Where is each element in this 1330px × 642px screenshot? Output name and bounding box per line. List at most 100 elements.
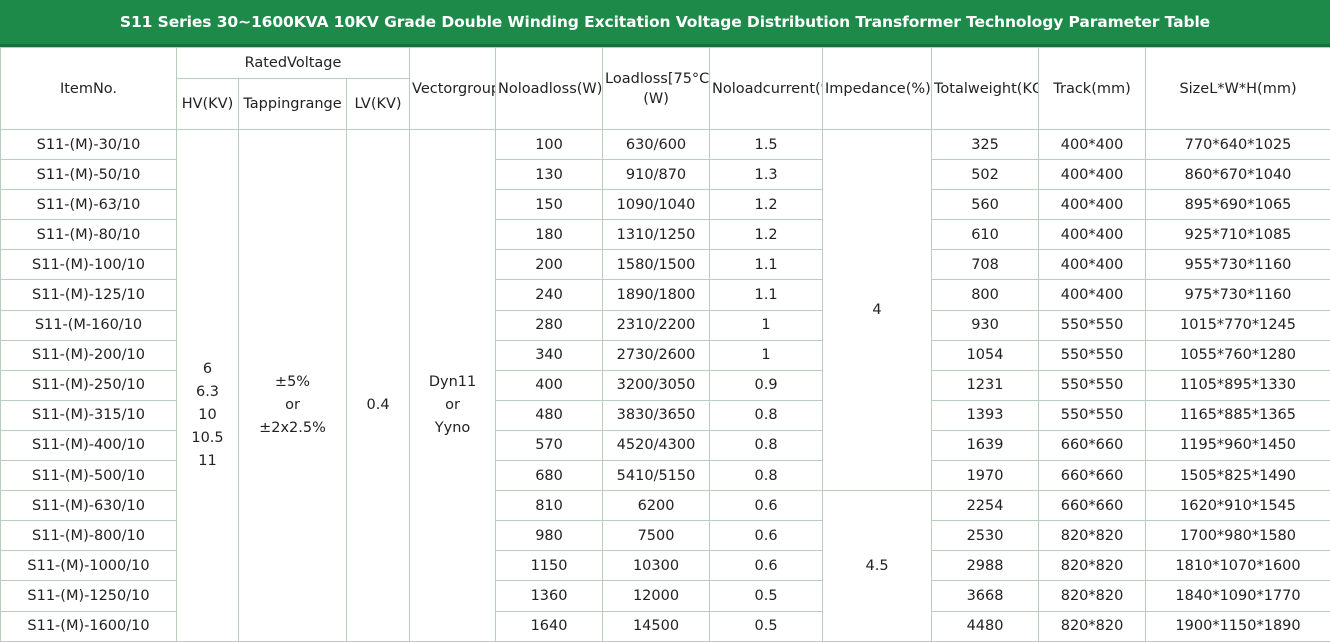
cell-noload-loss: 100 xyxy=(496,130,603,160)
cell-item-no: S11-(M)-630/10 xyxy=(1,491,177,521)
cell-total-weight: 800 xyxy=(932,280,1039,310)
cell-track: 660*660 xyxy=(1039,461,1146,491)
header-track: Track(mm) xyxy=(1039,48,1146,130)
cell-item-no: S11-(M)-315/10 xyxy=(1,400,177,430)
cell-noload-current: 0.5 xyxy=(710,581,823,611)
cell-size: 1700*980*1580 xyxy=(1146,521,1330,551)
hv-value: 10 xyxy=(177,404,238,427)
cell-size: 1620*910*1545 xyxy=(1146,491,1330,521)
cell-size: 860*670*1040 xyxy=(1146,160,1330,190)
cell-total-weight: 1231 xyxy=(932,370,1039,400)
parameter-table: ItemNo. RatedVoltage Vectorgroup Noloadl… xyxy=(0,47,1330,642)
cell-track: 400*400 xyxy=(1039,220,1146,250)
cell-track: 820*820 xyxy=(1039,581,1146,611)
cell-size: 1195*960*1450 xyxy=(1146,430,1330,460)
cell-noload-loss: 240 xyxy=(496,280,603,310)
cell-noload-current: 0.6 xyxy=(710,521,823,551)
cell-noload-loss: 340 xyxy=(496,340,603,370)
cell-item-no: S11-(M)-1250/10 xyxy=(1,581,177,611)
header-rated-voltage: RatedVoltage xyxy=(177,48,410,79)
cell-impedance-lower: 4.5 xyxy=(823,491,932,641)
cell-noload-loss: 130 xyxy=(496,160,603,190)
cell-size: 975*730*1160 xyxy=(1146,280,1330,310)
cell-item-no: S11-(M)-400/10 xyxy=(1,430,177,460)
cell-noload-loss: 1360 xyxy=(496,581,603,611)
cell-item-no: S11-(M)-250/10 xyxy=(1,370,177,400)
cell-item-no: S11-(M)-200/10 xyxy=(1,340,177,370)
cell-load-loss: 5410/5150 xyxy=(603,461,710,491)
cell-total-weight: 1970 xyxy=(932,461,1039,491)
cell-track: 820*820 xyxy=(1039,551,1146,581)
header-lv: LV(KV) xyxy=(347,79,410,130)
cell-noload-current: 0.9 xyxy=(710,370,823,400)
cell-item-no: S11-(M)-500/10 xyxy=(1,461,177,491)
cell-load-loss: 630/600 xyxy=(603,130,710,160)
cell-track: 660*660 xyxy=(1039,491,1146,521)
header-tapping-range: Tappingrange xyxy=(239,79,347,130)
cell-noload-current: 0.8 xyxy=(710,461,823,491)
cell-load-loss: 1890/1800 xyxy=(603,280,710,310)
cell-item-no: S11-(M)-50/10 xyxy=(1,160,177,190)
cell-size: 770*640*1025 xyxy=(1146,130,1330,160)
cell-track: 550*550 xyxy=(1039,340,1146,370)
cell-total-weight: 2254 xyxy=(932,491,1039,521)
cell-lv-value: 0.4 xyxy=(347,130,410,642)
cell-noload-current: 0.6 xyxy=(710,551,823,581)
cell-size: 1840*1090*1770 xyxy=(1146,581,1330,611)
cell-total-weight: 4480 xyxy=(932,611,1039,641)
tapping-value: ±2x2.5% xyxy=(239,417,346,440)
header-hv: HV(KV) xyxy=(177,79,239,130)
cell-item-no: S11-(M)-800/10 xyxy=(1,521,177,551)
cell-noload-loss: 810 xyxy=(496,491,603,521)
cell-total-weight: 610 xyxy=(932,220,1039,250)
cell-load-loss: 1090/1040 xyxy=(603,190,710,220)
cell-load-loss: 1310/1250 xyxy=(603,220,710,250)
cell-track: 400*400 xyxy=(1039,250,1146,280)
cell-noload-current: 1 xyxy=(710,340,823,370)
cell-track: 400*400 xyxy=(1039,130,1146,160)
cell-size: 1015*770*1245 xyxy=(1146,310,1330,340)
cell-noload-current: 1 xyxy=(710,310,823,340)
cell-noload-current: 1.1 xyxy=(710,280,823,310)
cell-track: 820*820 xyxy=(1039,611,1146,641)
cell-noload-loss: 150 xyxy=(496,190,603,220)
header-load-loss: Loadloss[75°C](W) xyxy=(603,48,710,130)
cell-total-weight: 1639 xyxy=(932,430,1039,460)
cell-noload-loss: 1640 xyxy=(496,611,603,641)
cell-load-loss: 4520/4300 xyxy=(603,430,710,460)
vector-value: or xyxy=(410,394,495,417)
cell-noload-loss: 200 xyxy=(496,250,603,280)
cell-track: 550*550 xyxy=(1039,370,1146,400)
cell-item-no: S11-(M)-1600/10 xyxy=(1,611,177,641)
cell-total-weight: 560 xyxy=(932,190,1039,220)
cell-noload-current: 0.5 xyxy=(710,611,823,641)
cell-noload-loss: 480 xyxy=(496,400,603,430)
cell-noload-loss: 280 xyxy=(496,310,603,340)
cell-total-weight: 2530 xyxy=(932,521,1039,551)
cell-total-weight: 1054 xyxy=(932,340,1039,370)
cell-load-loss: 14500 xyxy=(603,611,710,641)
cell-size: 1810*1070*1600 xyxy=(1146,551,1330,581)
cell-load-loss: 3830/3650 xyxy=(603,400,710,430)
tapping-value: or xyxy=(239,394,346,417)
cell-noload-current: 0.8 xyxy=(710,400,823,430)
cell-track: 400*400 xyxy=(1039,280,1146,310)
cell-track: 550*550 xyxy=(1039,400,1146,430)
hv-value: 6 xyxy=(177,358,238,381)
cell-noload-loss: 680 xyxy=(496,461,603,491)
cell-noload-current: 1.2 xyxy=(710,190,823,220)
cell-track: 400*400 xyxy=(1039,160,1146,190)
cell-noload-current: 1.2 xyxy=(710,220,823,250)
cell-load-loss: 2730/2600 xyxy=(603,340,710,370)
cell-load-loss: 2310/2200 xyxy=(603,310,710,340)
cell-item-no: S11-(M-160/10 xyxy=(1,310,177,340)
vector-value: Dyn11 xyxy=(410,371,495,394)
cell-noload-current: 1.5 xyxy=(710,130,823,160)
hv-value: 11 xyxy=(177,450,238,473)
cell-noload-current: 1.1 xyxy=(710,250,823,280)
cell-total-weight: 502 xyxy=(932,160,1039,190)
